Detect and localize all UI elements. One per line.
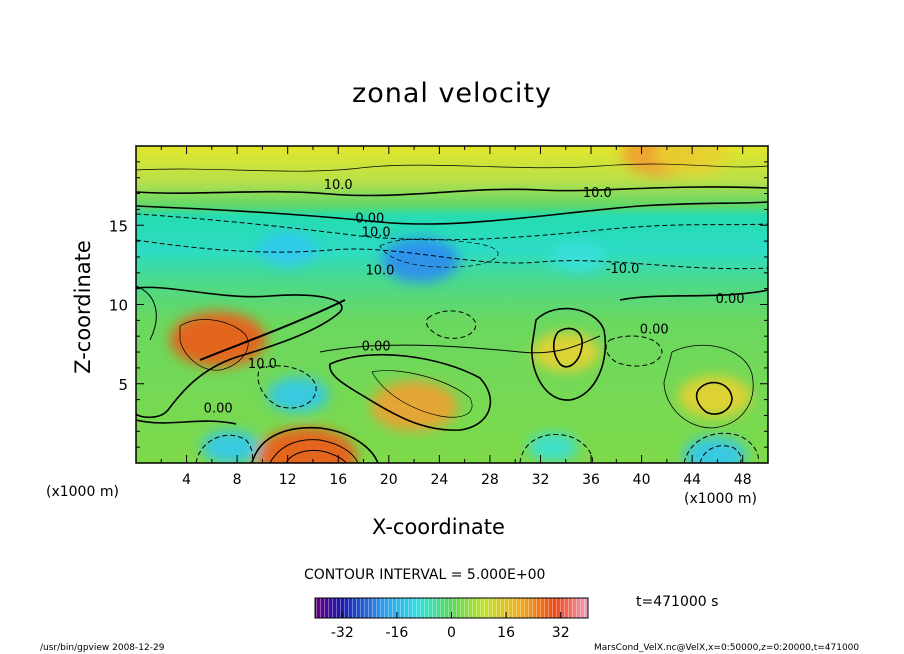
contour-label-1: 10.0 bbox=[583, 186, 612, 201]
heat-blob-3 bbox=[678, 375, 752, 418]
heat-blob-0 bbox=[170, 311, 267, 368]
y-tick-label-1: 10 bbox=[109, 297, 128, 315]
heat-blob-11 bbox=[683, 436, 747, 463]
colorbar-tick-label-4: 32 bbox=[552, 625, 570, 641]
heat-blob-6 bbox=[655, 146, 729, 175]
heat-blob-10 bbox=[267, 377, 329, 413]
contour-label-4: 10.0 bbox=[365, 264, 394, 279]
colorbar-stripes bbox=[315, 598, 588, 618]
x-tick-label-6: 28 bbox=[481, 472, 499, 488]
x-tick-label-11: 48 bbox=[734, 472, 752, 488]
x-tick-label-2: 12 bbox=[279, 472, 297, 488]
x-tick-label-4: 20 bbox=[380, 472, 398, 488]
heat-blob-1 bbox=[370, 380, 458, 431]
contour-label-0: 10.0 bbox=[324, 178, 353, 193]
x-tick-label-0: 4 bbox=[182, 472, 191, 488]
x-tick-label-9: 40 bbox=[633, 472, 651, 488]
contour-label-3: 10.0 bbox=[362, 226, 391, 241]
time-label: t=471000 s bbox=[636, 594, 719, 610]
heatmap-area bbox=[136, 146, 768, 463]
colorbar-tick-label-3: 16 bbox=[497, 625, 515, 641]
heat-blob-4 bbox=[531, 332, 600, 372]
contour-lines bbox=[136, 163, 768, 463]
colorbar-tick-label-0: -32 bbox=[331, 625, 354, 641]
footer-right: MarsCond_VelX.nc@VelX,x=0:50000,z=0:2000… bbox=[594, 643, 860, 653]
contour-label-6: 0.00 bbox=[716, 292, 745, 307]
contour-label-10: 0.00 bbox=[204, 402, 233, 417]
heatmap-blobs bbox=[170, 146, 752, 463]
x-axis-label: X-coordinate bbox=[372, 515, 505, 539]
x-unit-left: (x1000 m) bbox=[46, 484, 119, 500]
x-tick-label-8: 36 bbox=[582, 472, 600, 488]
contour-label-2: 0.00 bbox=[355, 211, 384, 226]
x-unit-right: (x1000 m) bbox=[684, 491, 757, 507]
chart-title: zonal velocity bbox=[352, 78, 552, 109]
contour-label-5: -10.0 bbox=[606, 262, 640, 277]
contour-label-8: 10.0 bbox=[248, 357, 277, 372]
contour-interval-label: CONTOUR INTERVAL = 5.000E+00 bbox=[304, 567, 546, 583]
x-tick-label-3: 16 bbox=[329, 472, 347, 488]
heat-blob-7 bbox=[381, 237, 460, 283]
heat-blob-12 bbox=[528, 432, 578, 462]
contour-label-7: 0.00 bbox=[640, 322, 669, 337]
x-tick-label-5: 24 bbox=[430, 472, 448, 488]
heat-blob-8 bbox=[258, 232, 318, 266]
y-tick-label-0: 5 bbox=[118, 376, 128, 394]
colorbar: -32 -16 0 16 32 bbox=[314, 597, 589, 641]
colorbar-tick-label-2: 0 bbox=[447, 625, 456, 641]
y-tick-label-2: 15 bbox=[109, 217, 128, 235]
heat-blob-9 bbox=[550, 240, 607, 274]
x-tick-label-7: 32 bbox=[532, 472, 550, 488]
x-tick-label-1: 8 bbox=[233, 472, 242, 488]
contour-label-9: 0.00 bbox=[362, 340, 391, 355]
colorbar-tick-label-1: -16 bbox=[385, 625, 408, 641]
x-tick-label-10: 44 bbox=[683, 472, 701, 488]
colorbar-ticks: -32 -16 0 16 32 bbox=[331, 612, 570, 641]
footer-left: /usr/bin/gpview 2008-12-29 bbox=[40, 643, 165, 653]
